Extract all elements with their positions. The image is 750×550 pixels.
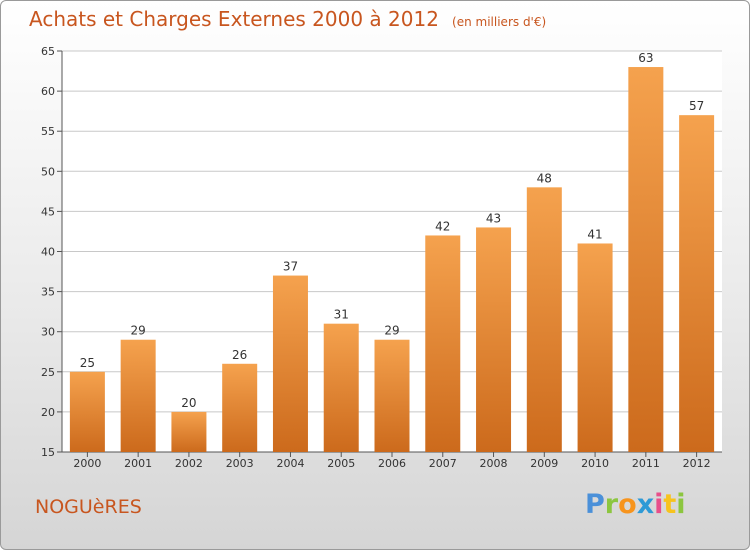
x-tick-label: 2008 <box>480 457 508 470</box>
bar-2005 <box>323 323 359 452</box>
bar-value-label: 26 <box>232 348 247 362</box>
bar-value-label: 37 <box>283 260 298 274</box>
bar-value-label: 31 <box>334 308 349 322</box>
x-tick-label: 2001 <box>124 457 152 470</box>
y-tick-label: 20 <box>41 406 55 419</box>
proxiti-logo[interactable]: Proxiti <box>585 489 686 520</box>
bar-2004 <box>272 275 308 452</box>
y-tick-label: 50 <box>41 165 55 178</box>
bar-value-label: 43 <box>486 211 501 225</box>
bar-2006 <box>374 339 410 452</box>
y-tick-label: 30 <box>41 326 55 339</box>
bar-value-label: 42 <box>435 219 450 233</box>
x-tick-label: 2012 <box>683 457 711 470</box>
bar-value-label: 41 <box>587 227 602 241</box>
bar-value-label: 29 <box>384 324 399 338</box>
bar-2011 <box>628 67 664 452</box>
x-tick-label: 2002 <box>175 457 203 470</box>
x-tick-label: 2009 <box>530 457 558 470</box>
chart-title: Achats et Charges Externes 2000 à 2012 <box>29 7 439 31</box>
bar-2008 <box>476 227 512 452</box>
bar-2002 <box>171 411 207 452</box>
bar-2001 <box>120 339 156 452</box>
bar-2009 <box>526 187 562 452</box>
chart-subtitle: (en milliers d'€) <box>452 15 547 29</box>
bar-2003 <box>222 363 258 452</box>
x-tick-label: 2011 <box>632 457 660 470</box>
x-tick-label: 2010 <box>581 457 609 470</box>
commune-name: NOGUèRES <box>35 496 142 518</box>
y-tick-label: 45 <box>41 205 55 218</box>
bar-value-label: 63 <box>638 51 653 65</box>
bar-2007 <box>425 235 461 452</box>
y-tick-label: 40 <box>41 246 55 259</box>
y-tick-label: 55 <box>41 125 55 138</box>
y-tick-label: 25 <box>41 366 55 379</box>
x-tick-label: 2000 <box>73 457 101 470</box>
x-tick-label: 2006 <box>378 457 406 470</box>
bar-2012 <box>679 115 715 452</box>
bar-2000 <box>69 371 105 452</box>
y-tick-label: 65 <box>41 45 55 58</box>
x-tick-label: 2003 <box>226 457 254 470</box>
y-tick-label: 35 <box>41 286 55 299</box>
chart-title-block: Achats et Charges Externes 2000 à 2012 (… <box>29 7 546 31</box>
bar-value-label: 57 <box>689 99 704 113</box>
bar-2010 <box>577 243 613 452</box>
bar-value-label: 48 <box>537 171 552 185</box>
x-tick-label: 2007 <box>429 457 457 470</box>
x-tick-label: 2004 <box>276 457 304 470</box>
y-tick-label: 60 <box>41 85 55 98</box>
x-tick-label: 2005 <box>327 457 355 470</box>
y-tick-label: 15 <box>41 446 55 459</box>
bar-value-label: 29 <box>131 324 146 338</box>
bar-value-label: 20 <box>181 396 196 410</box>
bar-value-label: 25 <box>80 356 95 370</box>
